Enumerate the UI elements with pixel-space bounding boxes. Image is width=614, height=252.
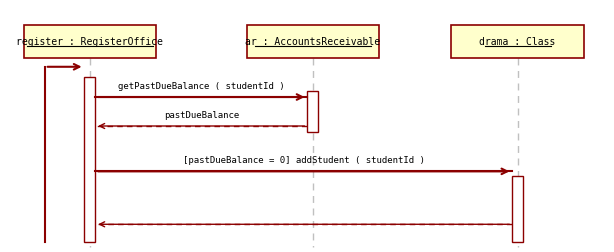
Text: [pastDueBalance = 0] addStudent ( studentId ): [pastDueBalance = 0] addStudent ( studen…: [183, 156, 425, 165]
Bar: [512, 176, 523, 242]
Bar: [451, 25, 584, 58]
Bar: [247, 25, 379, 58]
Text: pastDueBalance: pastDueBalance: [164, 111, 239, 120]
Bar: [308, 91, 318, 132]
Text: getPastDueBalance ( studentId ): getPastDueBalance ( studentId ): [118, 82, 285, 91]
Text: register : RegisterOffice: register : RegisterOffice: [17, 37, 163, 47]
Text: drama : Class: drama : Class: [480, 37, 556, 47]
Text: ar : AccountsReceivable: ar : AccountsReceivable: [245, 37, 380, 47]
Bar: [23, 25, 156, 58]
Bar: [85, 77, 95, 242]
